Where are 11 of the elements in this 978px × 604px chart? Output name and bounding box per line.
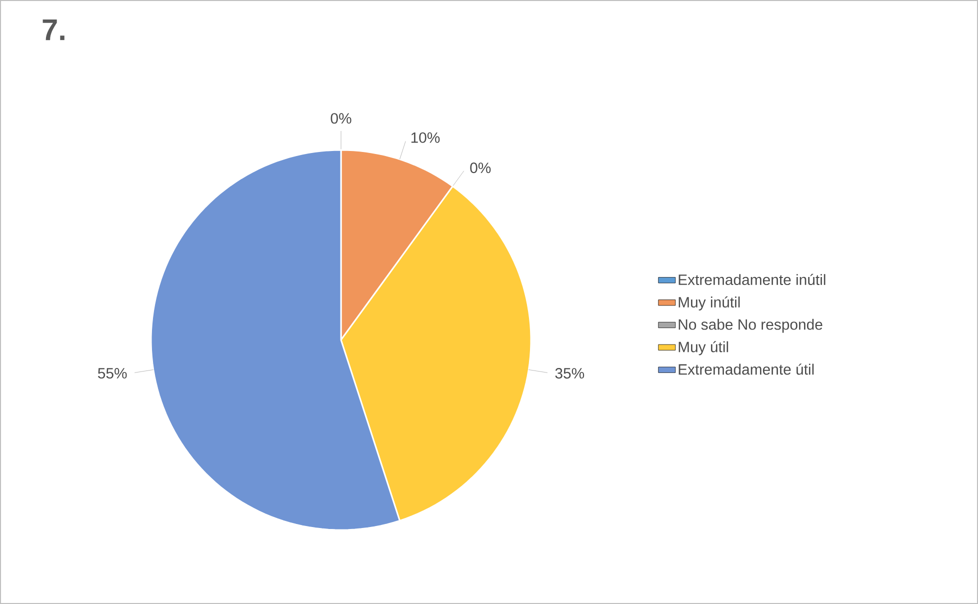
data-label: 10% <box>411 132 440 143</box>
chart-title: 7. <box>42 20 64 40</box>
data-label: 35% <box>555 368 584 379</box>
legend-label: Muy útil <box>678 341 728 356</box>
legend-label: Extremadamente útil <box>678 364 814 375</box>
data-label: 55% <box>98 368 127 379</box>
text: 0% <box>330 113 352 124</box>
text: 0% <box>470 162 491 174</box>
legend-label: Extremadamente inútil <box>678 274 826 286</box>
legend-label: Muy inútil <box>678 296 740 310</box>
legend-label: No sabe No responde <box>678 318 822 333</box>
